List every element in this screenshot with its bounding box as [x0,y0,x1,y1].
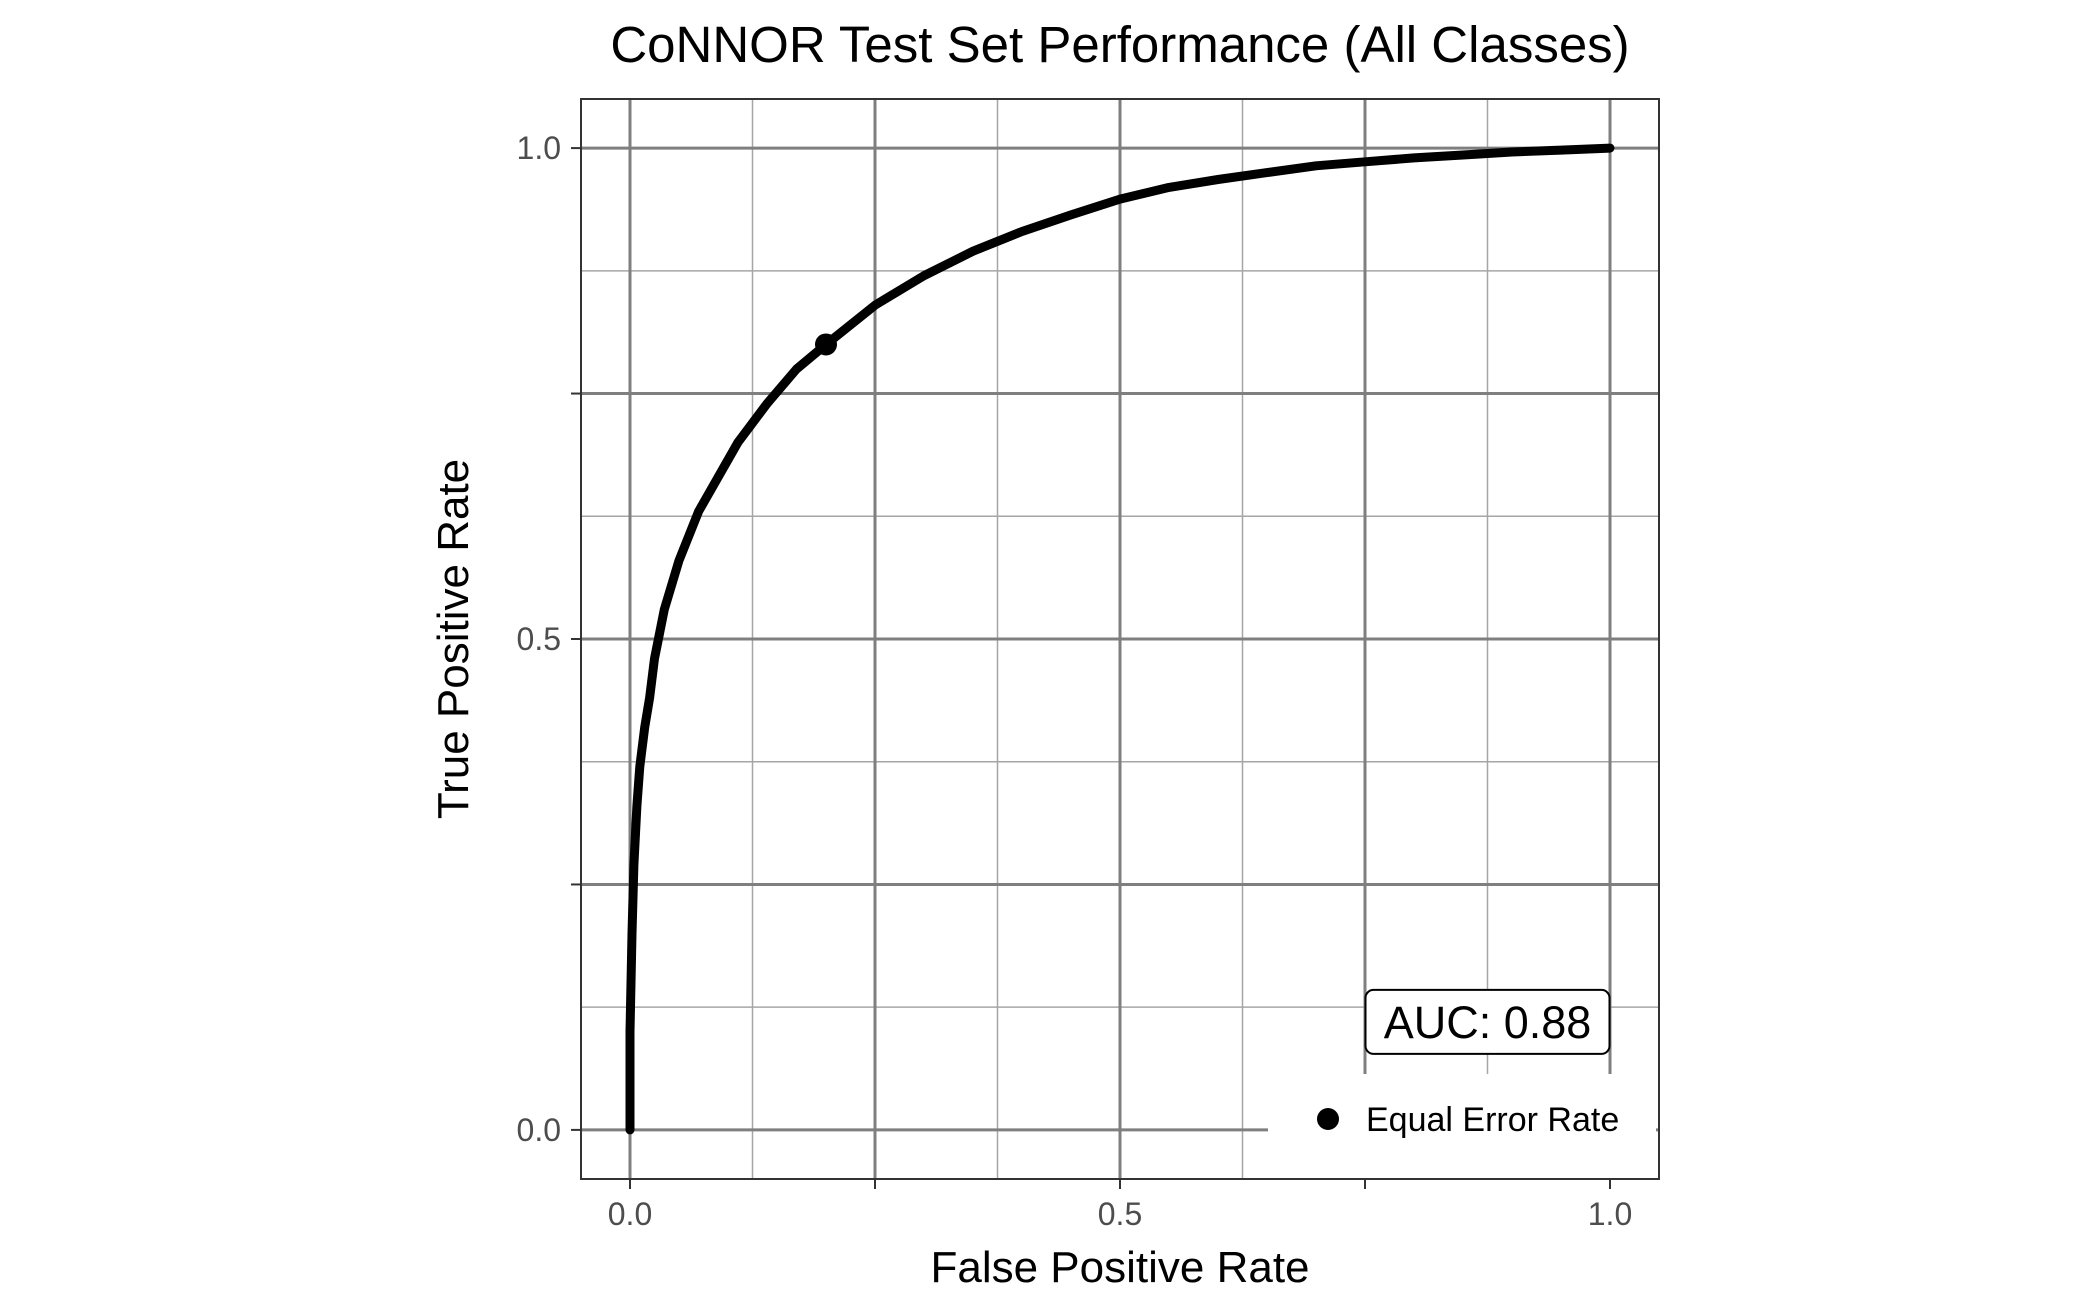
auc-label: AUC: 0.88 [1384,997,1592,1048]
y-tick-label: 1.0 [517,130,561,166]
tick-labels: 0.0 0.5 1.0 0.0 0.5 1.0 [517,130,1633,1232]
axis-ticks [571,147,1611,1189]
y-axis-title: True Positive Rate [429,459,478,819]
x-axis-title: False Positive Rate [930,1243,1309,1292]
y-tick-label: 0.5 [517,621,561,657]
x-tick-label: 1.0 [1588,1196,1632,1232]
auc-annotation: AUC: 0.88 [1364,988,1611,1055]
y-tick-label: 0.0 [517,1112,561,1148]
auc-label-box [1364,988,1611,1055]
x-tick-label: 0.0 [608,1196,652,1232]
legend-label-equal-error-rate: Equal Error Rate [1366,1101,1619,1139]
x-tick-label: 0.5 [1098,1196,1142,1232]
legend: Equal Error Rate [1268,1074,1656,1178]
equal-error-rate-point [815,333,837,356]
chart-title: CoNNOR Test Set Performance (All Classes… [610,16,1629,73]
legend-key-equal-error-rate [1317,1108,1339,1130]
